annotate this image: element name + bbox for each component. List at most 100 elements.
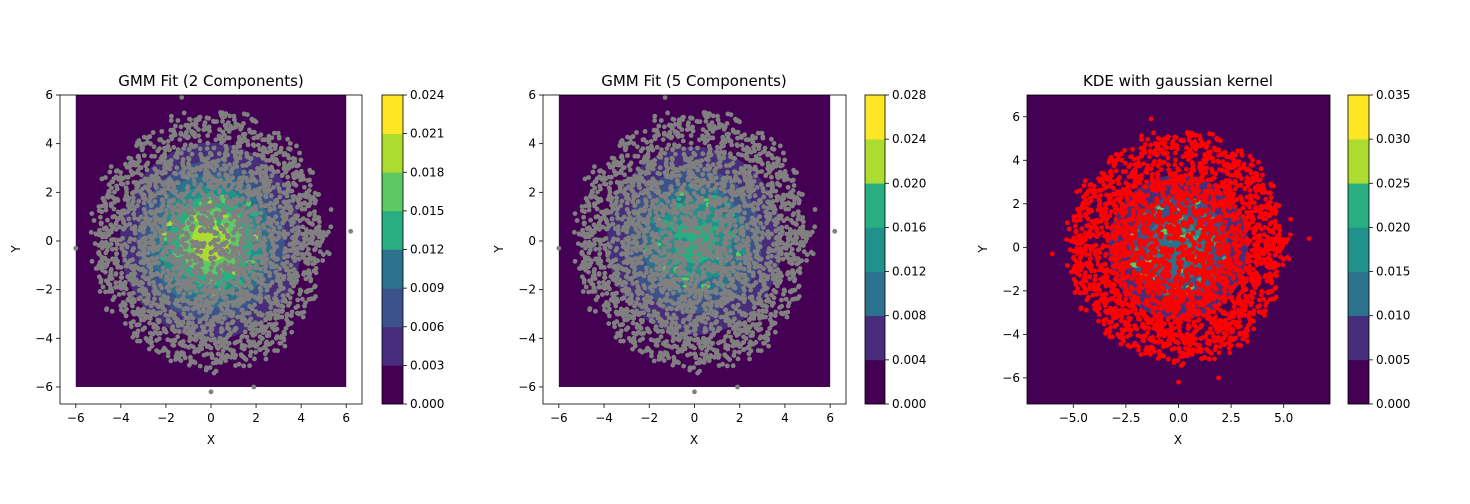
- data-point: [624, 327, 629, 332]
- data-point: [131, 199, 136, 204]
- y-axis-label: Y: [492, 245, 506, 254]
- data-point: [634, 227, 639, 232]
- data-point: [255, 321, 260, 326]
- data-point: [586, 270, 591, 275]
- data-point: [588, 248, 593, 253]
- data-point: [186, 221, 191, 226]
- data-point: [576, 241, 581, 246]
- data-point: [118, 211, 123, 216]
- data-point: [680, 133, 685, 138]
- colorbar-tick-label: 0.015: [410, 204, 444, 218]
- data-point: [721, 156, 726, 161]
- data-point: [259, 132, 264, 137]
- data-point: [312, 260, 317, 265]
- data-point: [166, 258, 171, 263]
- data-point: [152, 296, 157, 301]
- data-point: [224, 290, 229, 295]
- data-point: [239, 198, 244, 203]
- data-point: [251, 206, 256, 211]
- data-point: [725, 312, 730, 317]
- data-point: [611, 207, 616, 212]
- data-point: [146, 180, 151, 185]
- data-point: [302, 185, 307, 190]
- data-point: [243, 330, 248, 335]
- data-point: [237, 136, 242, 141]
- data-point: [278, 266, 283, 271]
- data-point: [166, 139, 171, 144]
- data-point: [740, 244, 745, 249]
- data-point: [633, 174, 638, 179]
- data-point: [646, 329, 651, 334]
- data-point: [292, 194, 297, 199]
- data-point: [602, 211, 607, 216]
- data-point: [687, 314, 692, 319]
- data-point: [742, 132, 747, 137]
- data-point: [225, 335, 230, 340]
- data-point: [248, 156, 253, 161]
- data-point: [616, 271, 621, 276]
- data-point: [238, 182, 243, 187]
- data-point: [228, 217, 233, 222]
- data-point: [280, 221, 285, 226]
- data-point: [792, 183, 797, 188]
- data-point: [262, 236, 267, 241]
- data-point: [167, 272, 172, 277]
- data-point: [202, 210, 207, 215]
- data-point: [230, 313, 235, 318]
- data-point: [199, 272, 204, 277]
- data-point: [115, 242, 120, 247]
- data-point: [662, 358, 667, 363]
- data-point: [782, 289, 787, 294]
- data-point: [683, 347, 688, 352]
- data-point: [675, 192, 680, 197]
- data-point: [231, 209, 236, 214]
- data-point: [620, 240, 625, 245]
- data-point: [306, 247, 311, 252]
- data-point: [213, 179, 218, 184]
- data-point: [769, 254, 774, 259]
- data-point: [609, 274, 614, 279]
- data-point: [289, 313, 294, 318]
- data-point: [206, 310, 211, 315]
- data-point: [747, 173, 752, 178]
- data-point: [644, 266, 649, 271]
- data-point: [286, 319, 291, 324]
- colorbar-tick-label: 0.003: [410, 358, 444, 372]
- data-point: [598, 242, 603, 247]
- data-point: [194, 173, 199, 178]
- data-point: [132, 180, 137, 185]
- colorbar-band: [382, 288, 403, 327]
- colorbar-tick-label: 0.021: [410, 127, 444, 141]
- data-point: [125, 274, 130, 279]
- data-point: [272, 143, 277, 148]
- data-point: [277, 134, 282, 139]
- data-point: [304, 276, 309, 281]
- data-point: [645, 146, 650, 151]
- data-point: [652, 158, 657, 163]
- data-point: [233, 121, 238, 126]
- data-point: [135, 183, 140, 188]
- data-point: [129, 264, 134, 269]
- data-point: [608, 245, 613, 250]
- data-point: [212, 371, 217, 376]
- data-point: [115, 265, 120, 270]
- data-point: [741, 233, 746, 238]
- x-tick-label: 0: [207, 411, 215, 425]
- data-point: [120, 236, 125, 241]
- data-point: [142, 153, 147, 158]
- data-point: [792, 170, 797, 175]
- data-point: [110, 247, 115, 252]
- data-point: [638, 255, 643, 260]
- data-point: [709, 188, 714, 193]
- data-point: [790, 261, 795, 266]
- data-point: [672, 357, 677, 362]
- data-point: [758, 198, 763, 203]
- data-point: [629, 277, 634, 282]
- x-tick-label: −6: [67, 411, 85, 425]
- data-point: [242, 317, 247, 322]
- data-point: [770, 185, 775, 190]
- data-point: [231, 237, 236, 242]
- y-tick-label: 6: [45, 88, 53, 102]
- data-point: [276, 162, 281, 167]
- data-point: [270, 167, 275, 172]
